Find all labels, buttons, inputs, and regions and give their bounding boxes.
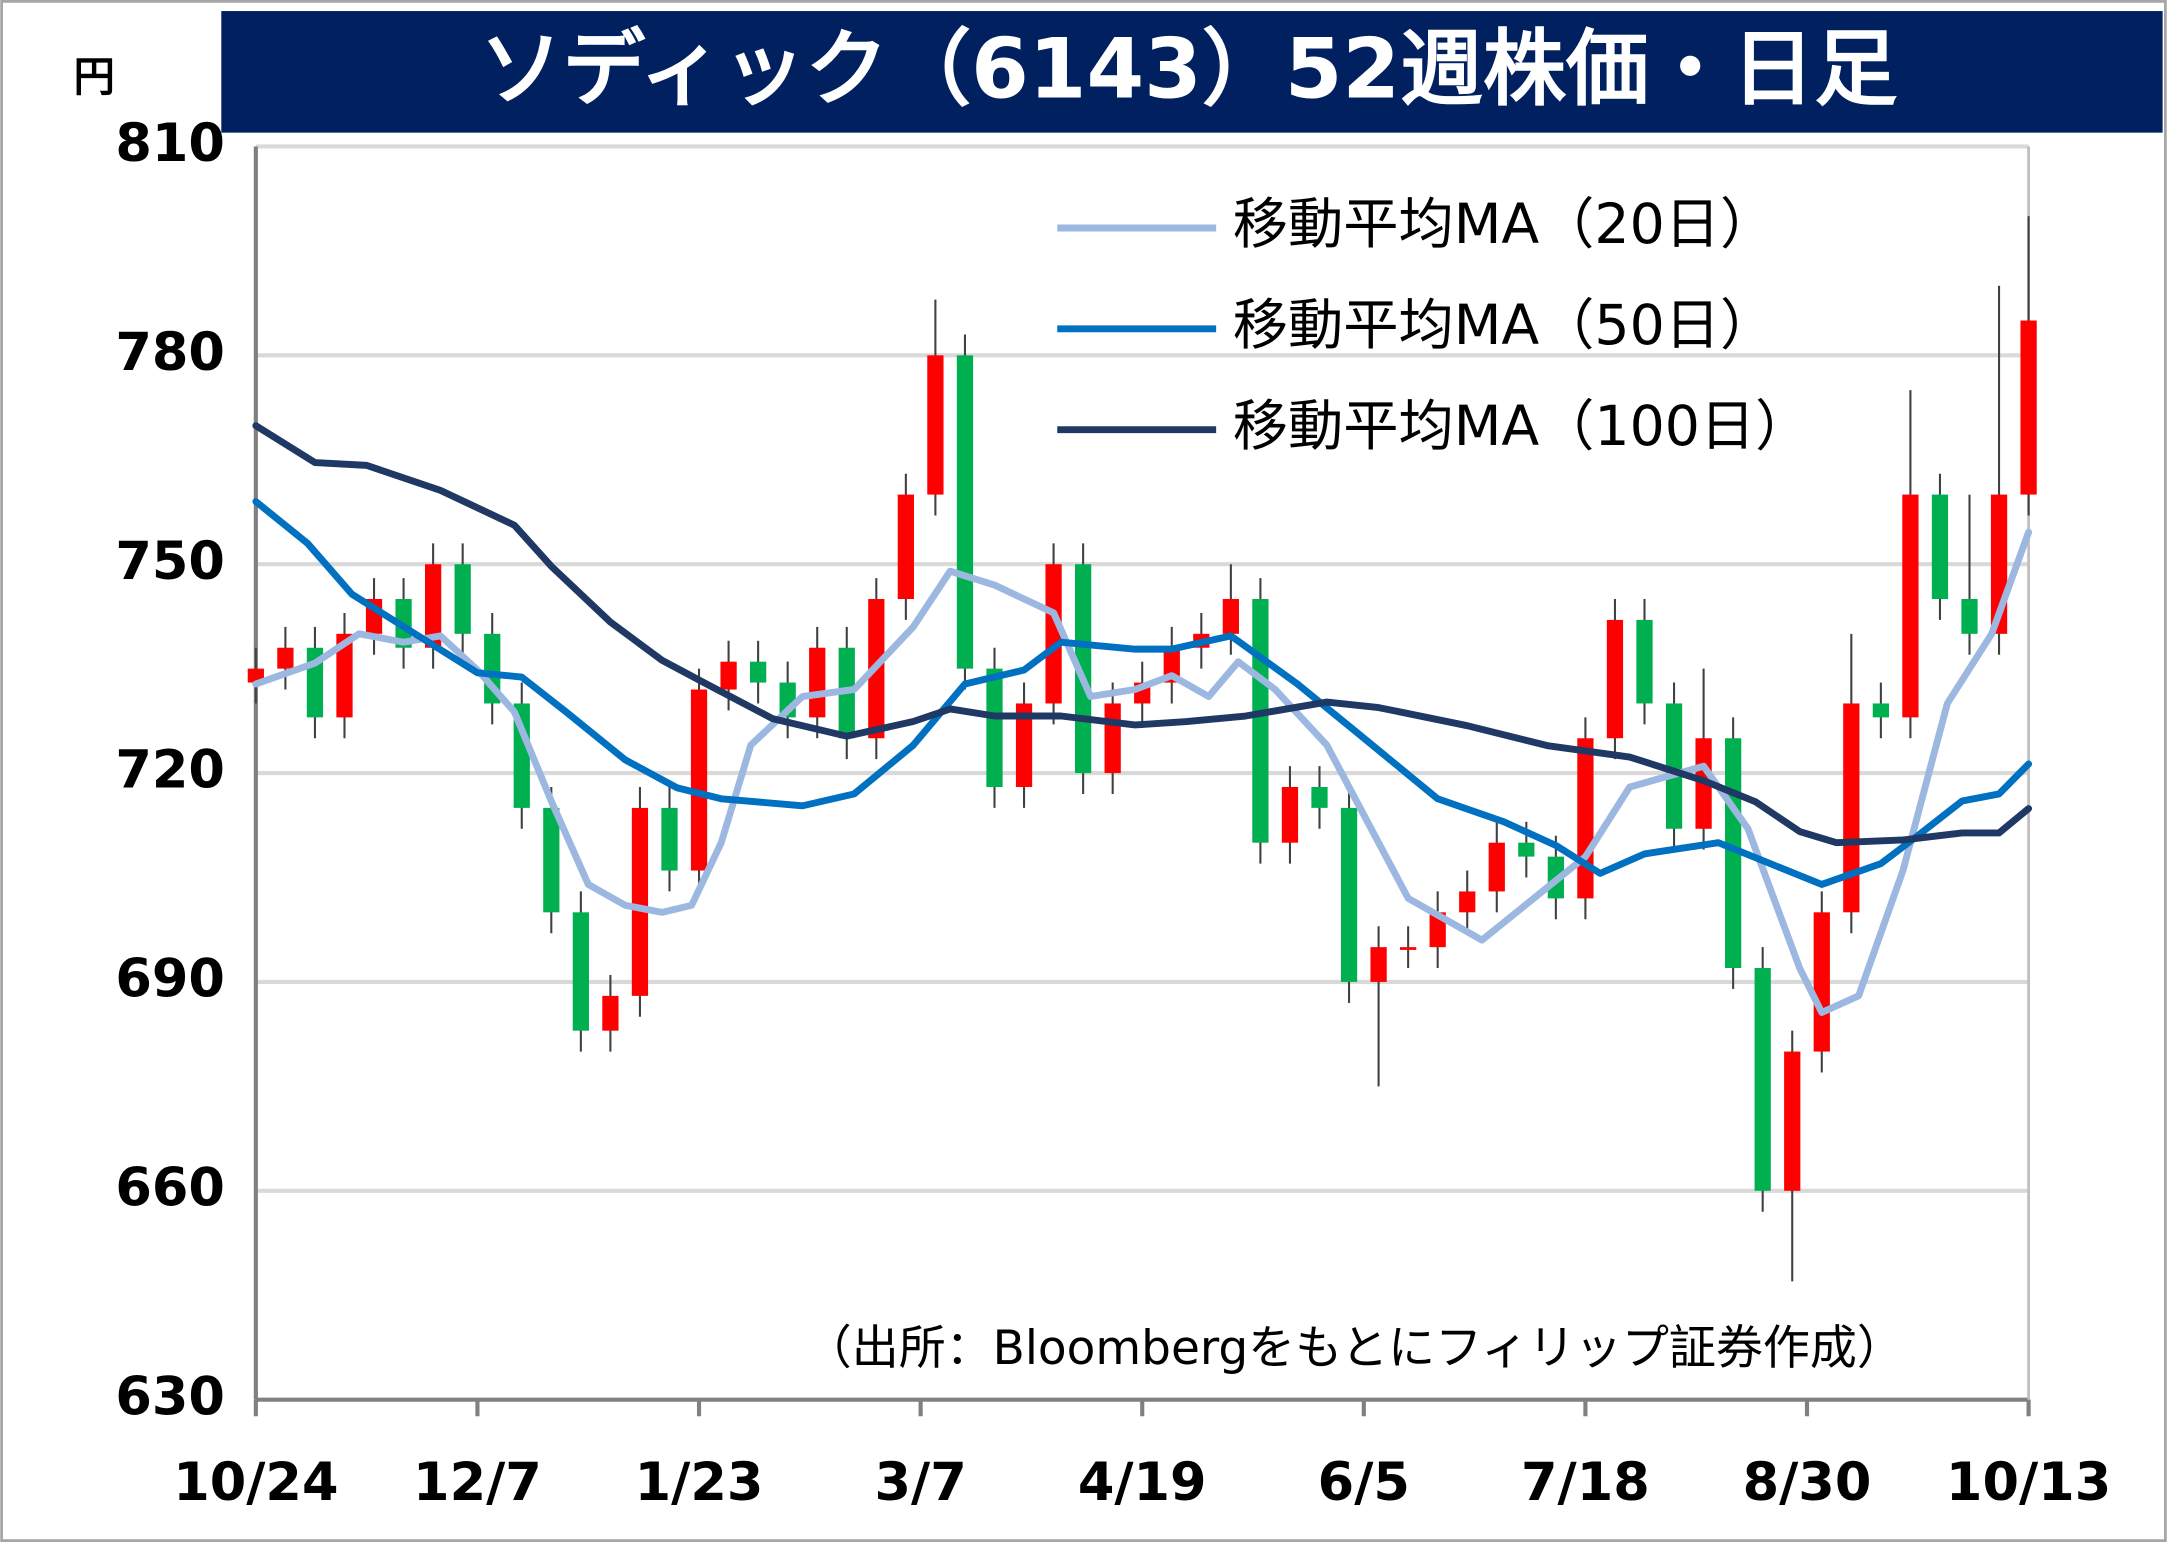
candle-body [1104, 703, 1121, 774]
chart-title: ソディック（6143）52週株価・日足 [480, 21, 1898, 118]
candle-body [572, 912, 589, 1031]
x-tick-label: 3/7 [875, 1452, 967, 1513]
plot-area: 630 660 690 720 750 780 810 10/24 12/7 1/23 3/7 4/1… [115, 113, 2111, 1513]
x-tick-label: 4/19 [1078, 1452, 1207, 1513]
candle-body [454, 564, 471, 634]
candle-body [1931, 494, 1949, 600]
candle-body [1606, 619, 1624, 739]
candle-body [1754, 968, 1771, 1191]
y-tick-label: 630 [115, 1366, 225, 1427]
ma-line [252, 498, 2033, 888]
y-tick-label: 690 [115, 949, 225, 1010]
y-tick-label: 720 [115, 740, 225, 801]
y-tick-label: 780 [115, 322, 225, 383]
y-tick-label: 750 [115, 531, 225, 592]
title-bar [221, 11, 2163, 133]
candle-body [1872, 703, 1889, 718]
candle-body [1370, 947, 1387, 982]
y-tick-label: 810 [115, 113, 225, 174]
candle-body [631, 807, 649, 996]
candle-body [1281, 786, 1299, 843]
candle-body [1902, 494, 1919, 718]
candle-body [513, 703, 530, 808]
candle-body [1784, 1051, 1801, 1191]
candle-body [2020, 320, 2037, 495]
candle-body [336, 633, 353, 718]
candle-body [690, 689, 708, 871]
candle-body [986, 668, 1003, 787]
x-tick-label: 12/7 [413, 1452, 542, 1513]
candle-body [1222, 599, 1239, 634]
legend-label: 移動平均MA（20日） [1233, 193, 1776, 257]
y-unit: 円 [73, 53, 114, 101]
candle-body [1311, 786, 1328, 808]
ma-line [252, 528, 2033, 1016]
candle-body [927, 355, 944, 495]
candle-body [1459, 891, 1476, 913]
candle-body [277, 647, 294, 669]
candle-body [1813, 912, 1830, 1052]
candle-body [602, 995, 619, 1031]
candle-body [956, 355, 974, 669]
candle-body [661, 807, 678, 871]
source-note: （出所：Bloombergをもとにフィリップ証券作成） [805, 1321, 1904, 1376]
y-tick-label: 660 [115, 1157, 225, 1218]
legend-label: 移動平均MA（100日） [1233, 395, 1811, 459]
x-tick-label: 10/13 [1946, 1452, 2111, 1513]
ma-line [252, 422, 2033, 847]
x-tick-label: 7/18 [1521, 1452, 1650, 1513]
candle-body [720, 661, 737, 690]
candle-body [1340, 807, 1358, 982]
candle-body [543, 807, 560, 913]
x-tick-label: 10/24 [173, 1452, 338, 1513]
candle-body [1045, 564, 1062, 704]
x-tick-label: 8/30 [1743, 1452, 1872, 1513]
candle-body [1400, 947, 1417, 950]
candle-body [1636, 619, 1653, 704]
x-tick-label: 1/23 [635, 1452, 764, 1513]
candle-body [1665, 703, 1683, 829]
candle-body [1015, 703, 1033, 787]
candle-body [1252, 599, 1269, 843]
candle-body [1961, 599, 1978, 634]
candle-body [809, 647, 826, 718]
candle-body [1577, 738, 1594, 899]
candle-body [1518, 842, 1535, 857]
candle-body [750, 661, 767, 683]
legend-label: 移動平均MA（50日） [1233, 294, 1776, 358]
x-tick-label: 6/5 [1318, 1452, 1410, 1513]
candle-body [424, 564, 442, 648]
candle-body [1843, 703, 1860, 913]
candle-body [1488, 842, 1505, 892]
candle-body [897, 494, 914, 600]
